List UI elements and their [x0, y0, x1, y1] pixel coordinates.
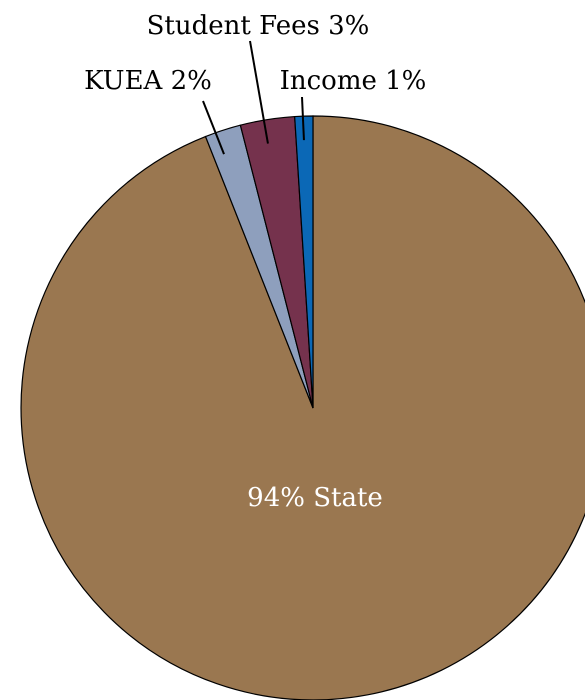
pie-slice-state: [20, 115, 585, 700]
leader-lines: [202, 40, 305, 155]
leader-line-student-fees: [249, 40, 269, 144]
slice-label-kuea: KUEA 2%: [84, 66, 212, 96]
leader-line-income: [301, 96, 305, 141]
slice-label-student-fees: Student Fees 3%: [147, 11, 370, 41]
slice-label-state: 94% State: [247, 483, 383, 513]
leader-line-kuea: [202, 100, 225, 155]
slice-label-income: Income 1%: [280, 66, 427, 96]
pie-slices: [20, 115, 585, 700]
